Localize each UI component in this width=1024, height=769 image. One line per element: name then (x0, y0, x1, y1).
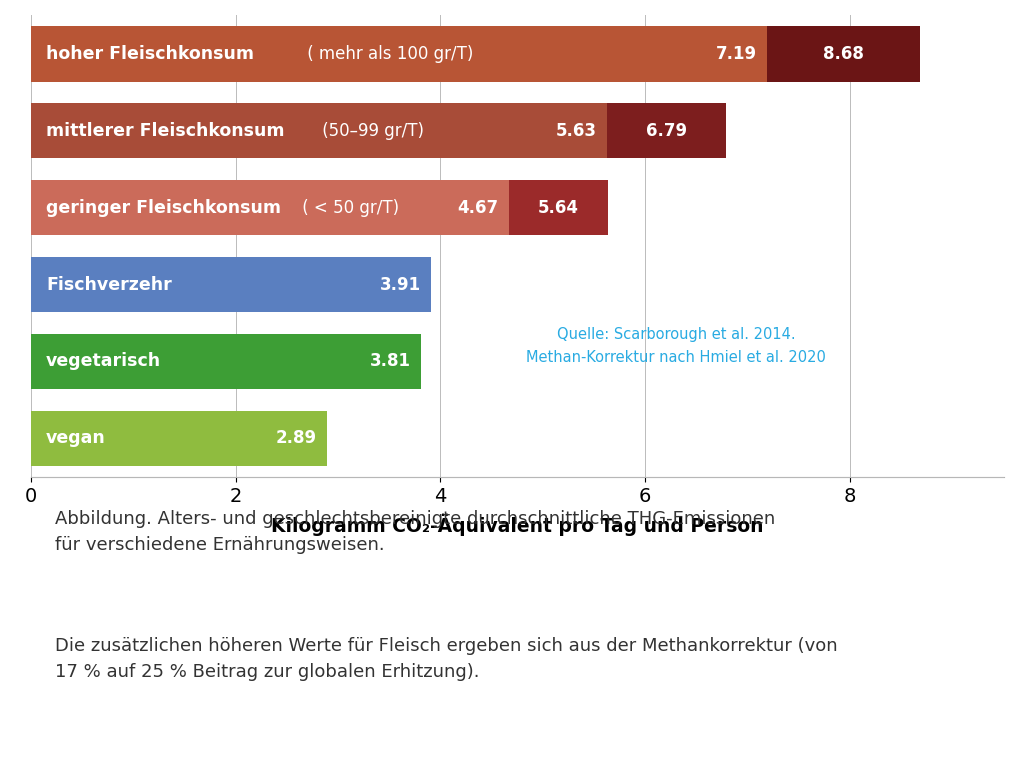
Bar (31, 411, 327, 466)
Bar (31, 180, 509, 235)
Text: 4.67: 4.67 (458, 198, 499, 217)
Text: ( mehr als 100 gr/T): ( mehr als 100 gr/T) (302, 45, 473, 63)
Text: 5.63: 5.63 (556, 122, 597, 140)
Text: mittlerer Fleischkonsum: mittlerer Fleischkonsum (46, 122, 285, 140)
Text: vegan: vegan (46, 429, 105, 448)
Bar (31, 257, 431, 312)
Text: hoher Fleischkonsum: hoher Fleischkonsum (46, 45, 254, 63)
Text: Die zusätzlichen höheren Werte für Fleisch ergeben sich aus der Methankorrektur : Die zusätzlichen höheren Werte für Fleis… (55, 638, 838, 681)
Text: vegetarisch: vegetarisch (46, 352, 161, 371)
Text: 3.81: 3.81 (370, 352, 411, 371)
Text: Abbildung. Alters- und geschlechtsbereinigte durchschnittliche THG-Emissionen
fü: Abbildung. Alters- und geschlechtsberein… (55, 510, 775, 554)
Text: 5.64: 5.64 (538, 198, 580, 217)
Text: Quelle: Scarborough et al. 2014.
Methan-Korrektur nach Hmiel et al. 2020: Quelle: Scarborough et al. 2014. Methan-… (526, 328, 825, 365)
Text: 3.91: 3.91 (380, 275, 421, 294)
Text: geringer Fleischkonsum: geringer Fleischkonsum (46, 198, 281, 217)
Bar (607, 103, 726, 158)
Text: 8.68: 8.68 (823, 45, 863, 63)
Bar (31, 103, 607, 158)
Bar (31, 26, 767, 82)
Bar (509, 180, 608, 235)
Text: Fischverzehr: Fischverzehr (46, 275, 172, 294)
X-axis label: Kilogramm CO₂-Äquivalent pro Tag und Person: Kilogramm CO₂-Äquivalent pro Tag und Per… (271, 514, 763, 536)
Text: ( < 50 gr/T): ( < 50 gr/T) (297, 198, 399, 217)
Bar (31, 334, 421, 389)
Bar (767, 26, 920, 82)
Text: 7.19: 7.19 (716, 45, 757, 63)
Text: 2.89: 2.89 (275, 429, 316, 448)
Text: 6.79: 6.79 (646, 122, 687, 140)
Text: (50–99 gr/T): (50–99 gr/T) (317, 122, 424, 140)
